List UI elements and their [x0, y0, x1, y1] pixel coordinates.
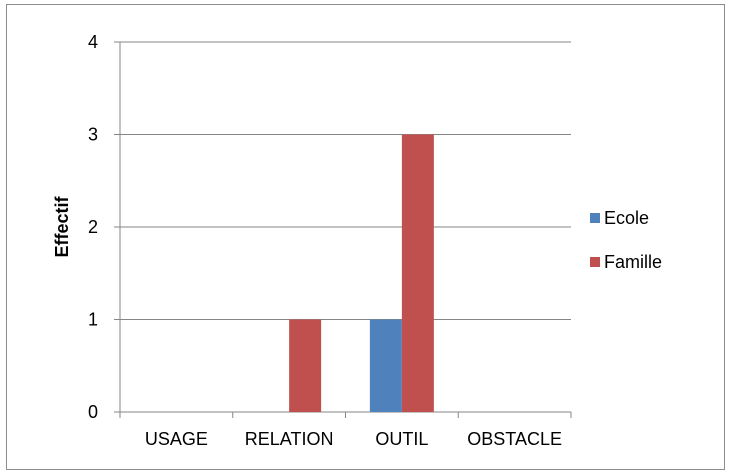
x-tick-label: RELATION	[245, 429, 334, 449]
y-axis-title: Effectif	[52, 195, 72, 257]
y-tick-label: 0	[88, 402, 98, 422]
bar-famille-outil	[401, 134, 434, 412]
x-tick-label: USAGE	[145, 429, 208, 449]
chart-frame	[6, 4, 725, 470]
legend-swatch-famille	[590, 257, 600, 267]
y-tick-label: 2	[88, 217, 98, 237]
x-tick-label: OUTIL	[375, 429, 428, 449]
y-tick-label: 4	[88, 32, 98, 52]
y-tick-labels: 0 1 2 3 4	[88, 32, 98, 422]
bars	[289, 134, 434, 412]
bar-ecole-outil	[369, 319, 402, 412]
gridlines	[120, 41, 571, 320]
legend-label-ecole: Ecole	[604, 208, 649, 228]
legend-swatch-ecole	[590, 213, 600, 223]
legend: Ecole Famille	[590, 208, 662, 272]
y-tick-label: 1	[88, 310, 98, 330]
axes	[114, 41, 572, 418]
y-tick-label: 3	[88, 125, 98, 145]
bar-famille-relation	[289, 319, 322, 412]
x-tick-label: OBSTACLE	[467, 429, 562, 449]
legend-label-famille: Famille	[604, 252, 662, 272]
x-tick-labels: USAGE RELATION OUTIL OBSTACLE	[145, 429, 562, 449]
